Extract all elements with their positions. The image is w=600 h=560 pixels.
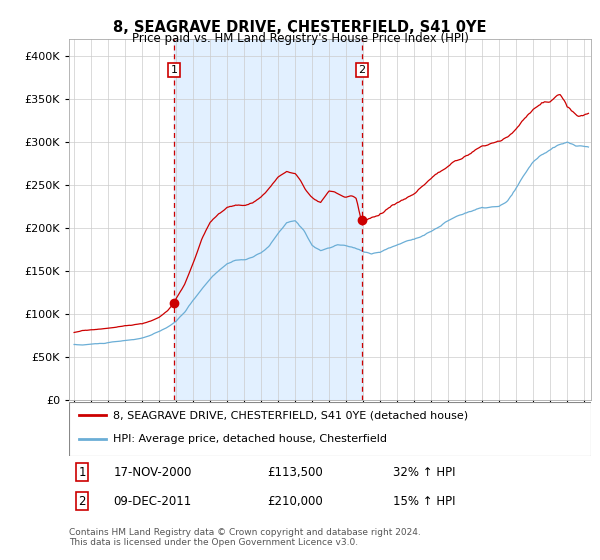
Bar [174, 39, 362, 400]
Text: 8, SEAGRAVE DRIVE, CHESTERFIELD, S41 0YE (detached house): 8, SEAGRAVE DRIVE, CHESTERFIELD, S41 0YE… [113, 410, 469, 420]
Text: 8, SEAGRAVE DRIVE, CHESTERFIELD, S41 0YE: 8, SEAGRAVE DRIVE, CHESTERFIELD, S41 0YE [113, 20, 487, 35]
Text: Price paid vs. HM Land Registry's House Price Index (HPI): Price paid vs. HM Land Registry's House … [131, 32, 469, 45]
Text: 1: 1 [78, 466, 86, 479]
Text: Contains HM Land Registry data © Crown copyright and database right 2024.
This d: Contains HM Land Registry data © Crown c… [69, 528, 421, 547]
Text: 2: 2 [359, 65, 365, 75]
Text: HPI: Average price, detached house, Chesterfield: HPI: Average price, detached house, Ches… [113, 434, 388, 444]
Text: 17-NOV-2000: 17-NOV-2000 [113, 466, 192, 479]
Text: 2: 2 [78, 495, 86, 508]
Text: £210,000: £210,000 [268, 495, 323, 508]
Text: 1: 1 [170, 65, 178, 75]
Text: 15% ↑ HPI: 15% ↑ HPI [392, 495, 455, 508]
Text: 09-DEC-2011: 09-DEC-2011 [113, 495, 191, 508]
Text: £113,500: £113,500 [268, 466, 323, 479]
Text: 32% ↑ HPI: 32% ↑ HPI [392, 466, 455, 479]
